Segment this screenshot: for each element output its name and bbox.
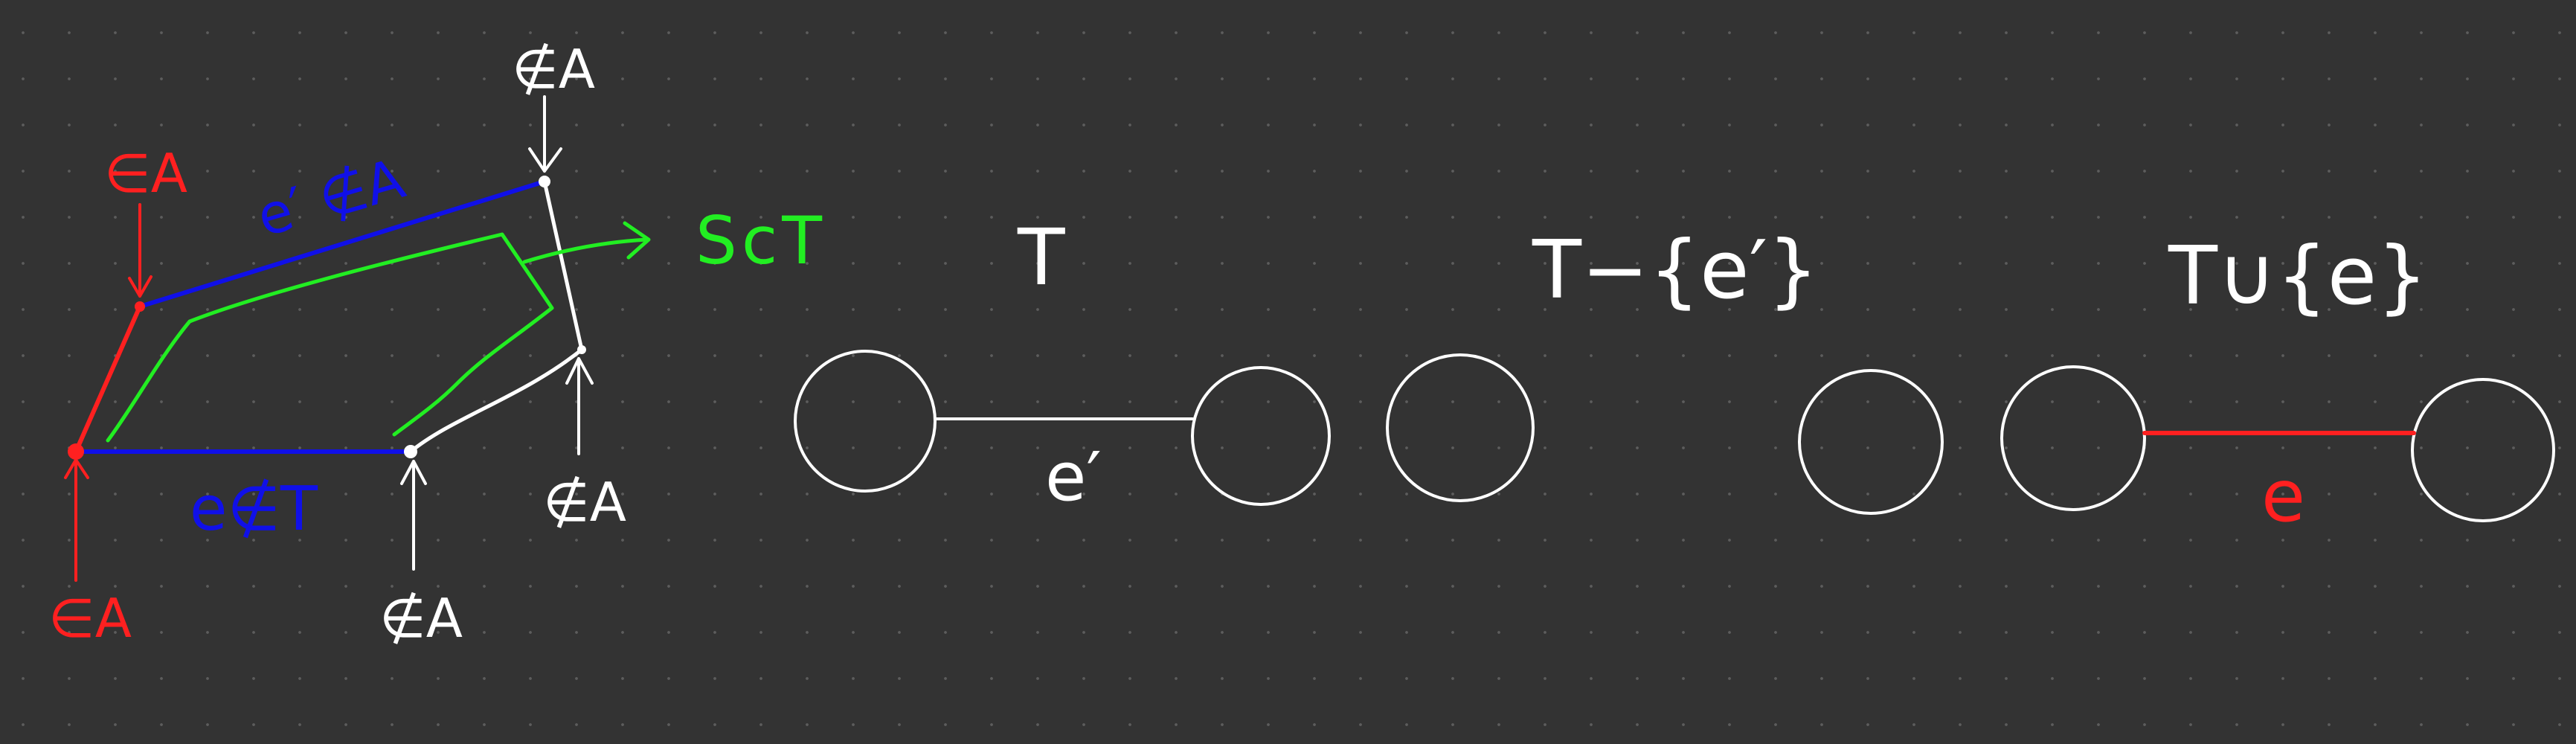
t-figure: T e′ xyxy=(794,212,1331,516)
label-in-a-bottom: ∈A xyxy=(48,587,132,650)
vertex-a-upper xyxy=(135,301,145,312)
label-sct: ScT xyxy=(696,202,826,279)
arrow-not-in-a-bottom xyxy=(400,460,427,571)
cut-arrow-head xyxy=(623,221,651,260)
vertex-top-right xyxy=(539,176,550,187)
t-union-title: T∪{e} xyxy=(2168,230,2428,323)
edge-right-outside-a xyxy=(542,179,584,352)
t-union-node-2 xyxy=(2411,378,2555,522)
label-e-prime-not-in-a: e′ ∉A xyxy=(250,147,411,249)
t-node-1 xyxy=(794,350,937,493)
arrow-in-a-bottom xyxy=(64,458,89,582)
edge-inside-a xyxy=(74,304,142,454)
vertex-bottom-middle xyxy=(404,445,417,458)
arrow-not-in-a-top xyxy=(528,95,562,173)
t-minus-node-1 xyxy=(1386,353,1535,502)
cut-curve-sct xyxy=(106,232,554,443)
left-figure: ∈A e′ ∉A ∉A ScT e∉T ∉A ∉A ∈A xyxy=(48,38,826,650)
t-union-node-1 xyxy=(2000,365,2146,511)
vertex-right xyxy=(577,345,586,354)
edge-lower-outside-a xyxy=(408,347,584,454)
label-not-in-a-right: ∉A xyxy=(543,471,626,533)
label-not-in-a-bottom: ∉A xyxy=(379,587,463,650)
label-e-not-in-t: e∉T xyxy=(190,474,318,545)
t-node-2 xyxy=(1191,366,1331,506)
label-not-in-a-top: ∉A xyxy=(512,38,595,100)
edge-e-prime xyxy=(138,179,547,309)
t-minus-figure: T−{e′} xyxy=(1386,224,1944,515)
label-in-a-top: ∈A xyxy=(104,142,187,205)
t-minus-node-2 xyxy=(1798,369,1944,515)
t-union-edge-label: e xyxy=(2261,455,2305,538)
cut-arrow-shaft xyxy=(522,237,649,264)
t-title: T xyxy=(1017,212,1065,303)
arrow-not-in-a-right xyxy=(565,357,594,455)
t-union-figure: T∪{e} e xyxy=(2000,230,2555,538)
vertex-a-lower xyxy=(68,443,84,460)
t-edge-label: e′ xyxy=(1045,438,1102,516)
t-minus-title: T−{e′} xyxy=(1532,224,1819,317)
arrow-in-a-top xyxy=(128,203,152,298)
